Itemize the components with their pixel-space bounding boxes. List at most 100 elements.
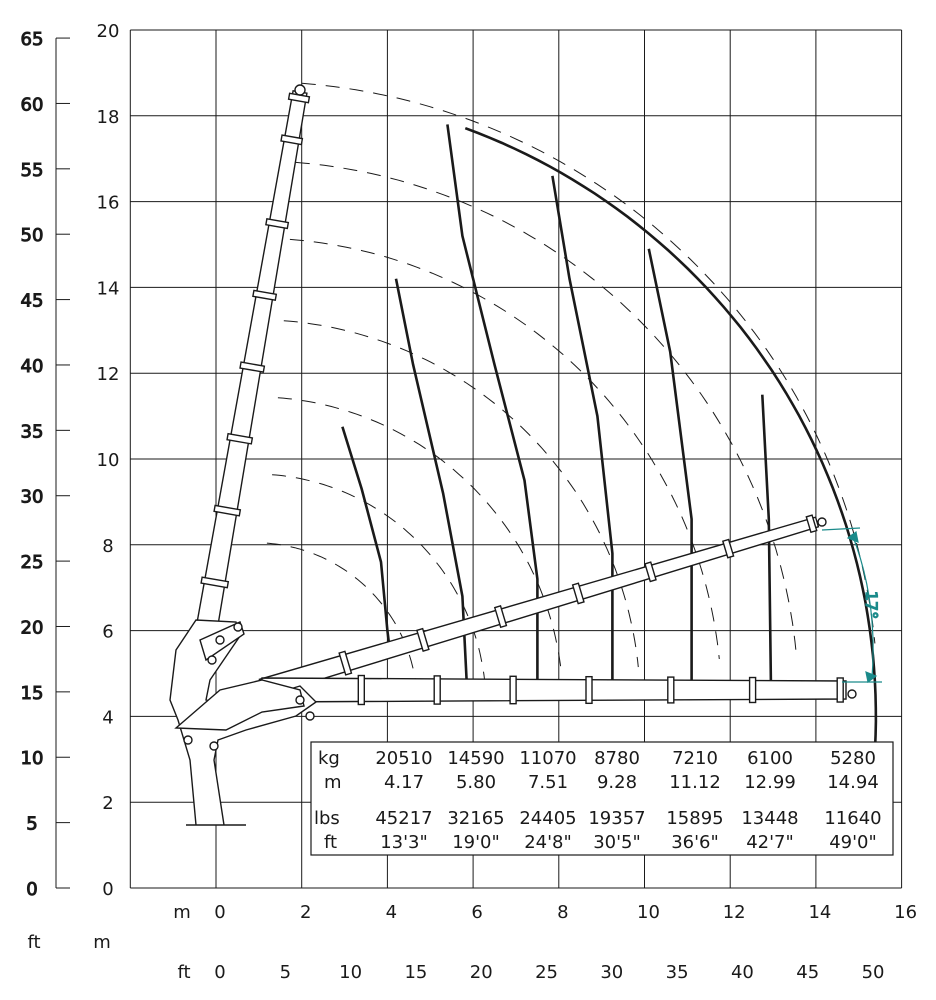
horizontal-boom-ring bbox=[836, 677, 844, 703]
load-table-kg-cell: 6100 bbox=[747, 748, 793, 769]
ft-tick-label: 55 bbox=[21, 160, 44, 181]
inclined-boom-ring bbox=[416, 627, 430, 653]
load-limit-curve bbox=[647, 248, 693, 683]
bottom-m-tick-label: 4 bbox=[386, 902, 397, 923]
pivot-pin bbox=[305, 711, 315, 721]
load-table-ft-cell: 13'3" bbox=[380, 832, 428, 853]
height-m-axis: 0 2 4 6 8 10 12 14 16 18 20 bbox=[97, 21, 120, 900]
bottom-ft-tick-label: 50 bbox=[862, 962, 885, 983]
bottom-ft-tick-label: 15 bbox=[404, 962, 427, 983]
inclined-boom-ring bbox=[571, 582, 585, 605]
pivot-pin bbox=[295, 695, 305, 705]
load-table-m-cell: 5.80 bbox=[456, 772, 496, 793]
horizontal-boom-ring bbox=[585, 675, 593, 705]
vertical-boom-ring bbox=[280, 134, 304, 146]
inclined-boom-ring bbox=[644, 561, 657, 583]
horizontal-boom-ring bbox=[433, 675, 441, 705]
load-table-lbs-cell: 45217 bbox=[375, 808, 432, 829]
boom-angle-label: 17° bbox=[862, 591, 881, 619]
angle-ref-line-top bbox=[821, 527, 861, 531]
angle-arc bbox=[851, 533, 874, 679]
load-table-lbs-cell: 15895 bbox=[666, 808, 723, 829]
load-table-ft-cell: 49'0" bbox=[829, 832, 877, 853]
load-table-ft-cell: 19'0" bbox=[452, 832, 500, 853]
load-table-lbs-cell: 11640 bbox=[824, 808, 881, 829]
reach-arc bbox=[289, 238, 720, 660]
angle-arrow-bottom bbox=[865, 671, 878, 684]
load-table-lbs-cell: 19357 bbox=[588, 808, 645, 829]
ft-tick-label: 15 bbox=[21, 683, 44, 704]
height-tick-label: 20 bbox=[97, 21, 120, 42]
height-tick-label: 14 bbox=[97, 278, 120, 299]
load-table-ft-cell: 42'7" bbox=[746, 832, 794, 853]
load-table-m-label: m bbox=[324, 772, 342, 793]
bottom-ft-tick-label: 20 bbox=[470, 962, 493, 983]
reach-arc bbox=[301, 82, 876, 644]
ft-tick-label: 5 bbox=[26, 814, 37, 835]
bottom-ft-tick-label: 35 bbox=[666, 962, 689, 983]
bottom-ft-tick-label: 40 bbox=[731, 962, 754, 983]
horizontal-boom-ring bbox=[509, 675, 517, 705]
load-table-lbs-label: lbs bbox=[314, 808, 340, 829]
reach-arc bbox=[283, 320, 639, 668]
load-limit-curves bbox=[341, 124, 878, 748]
vertical-boom-ring bbox=[213, 504, 242, 517]
load-table-m-cell: 9.28 bbox=[597, 772, 637, 793]
angle-arrow-top bbox=[846, 530, 859, 543]
inclined-boom-ring bbox=[493, 605, 508, 629]
ft-tick-label: 10 bbox=[21, 748, 44, 769]
load-table-kg-cell: 14590 bbox=[447, 748, 504, 769]
height-tick-label: 2 bbox=[102, 793, 113, 814]
angle-indicator: 17° bbox=[821, 527, 882, 684]
bottom-m-unit: m bbox=[173, 902, 191, 923]
height-tick-label: 4 bbox=[102, 707, 113, 728]
load-table-kg-cell: 11070 bbox=[519, 748, 576, 769]
bottom-ft-tick-label: 5 bbox=[280, 962, 291, 983]
ft-tick-label: 65 bbox=[21, 29, 44, 50]
vertical-boom-ring bbox=[226, 432, 254, 445]
bottom-ft-tick-label: 10 bbox=[339, 962, 362, 983]
vertical-boom bbox=[184, 89, 308, 693]
load-table-lbs-cell: 32165 bbox=[447, 808, 504, 829]
load-table-m-cell: 12.99 bbox=[744, 772, 796, 793]
load-table-kg-cell: 7210 bbox=[672, 748, 718, 769]
bottom-ft-tick-label: 0 bbox=[214, 962, 225, 983]
vertical-boom-tip bbox=[294, 84, 306, 96]
load-table-ft-cell: 24'8" bbox=[524, 832, 572, 853]
height-tick-label: 16 bbox=[97, 193, 120, 214]
bottom-m-tick-label: 16 bbox=[894, 902, 917, 923]
outer-load-envelope bbox=[464, 126, 878, 748]
load-table-ft-cell: 36'6" bbox=[671, 832, 719, 853]
pivot-pin bbox=[209, 741, 219, 751]
left-m-unit: m bbox=[93, 932, 111, 953]
height-tick-label: 6 bbox=[102, 622, 113, 643]
height-tick-label: 0 bbox=[102, 879, 113, 900]
load-table-m-cell: 7.51 bbox=[528, 772, 568, 793]
load-limit-curve bbox=[341, 426, 391, 648]
inclined-boom-ring bbox=[338, 650, 353, 676]
ft-tick-label: 35 bbox=[21, 421, 44, 442]
bottom-m-tick-label: 10 bbox=[637, 902, 660, 923]
height-tick-label: 18 bbox=[97, 107, 120, 128]
load-table-m-cell: 14.94 bbox=[827, 772, 879, 793]
load-table-kg-cell: 20510 bbox=[375, 748, 432, 769]
left-ft-unit: ft bbox=[27, 932, 40, 953]
ft-tick-label: 20 bbox=[21, 617, 44, 638]
bottom-ft-unit: ft bbox=[177, 962, 190, 983]
horizontal-boom-ring bbox=[357, 674, 365, 706]
bottom-m-tick-label: 14 bbox=[808, 902, 831, 923]
load-table-border bbox=[310, 741, 894, 856]
height-tick-label: 12 bbox=[97, 364, 120, 385]
vertical-boom-ring bbox=[239, 361, 266, 373]
height-tick-label: 10 bbox=[97, 450, 120, 471]
vertical-boom-ring bbox=[252, 289, 278, 302]
inclined-boom-ring bbox=[721, 538, 735, 559]
pivot-pin bbox=[215, 635, 225, 645]
bottom-m-tick-label: 0 bbox=[214, 902, 225, 923]
bottom-m-tick-label: 8 bbox=[557, 902, 568, 923]
load-table-kg-cell: 5280 bbox=[830, 748, 876, 769]
load-table-lbs-cell: 13448 bbox=[741, 808, 798, 829]
ft-tick-label: 30 bbox=[21, 487, 44, 508]
load-limit-curve bbox=[446, 124, 539, 683]
